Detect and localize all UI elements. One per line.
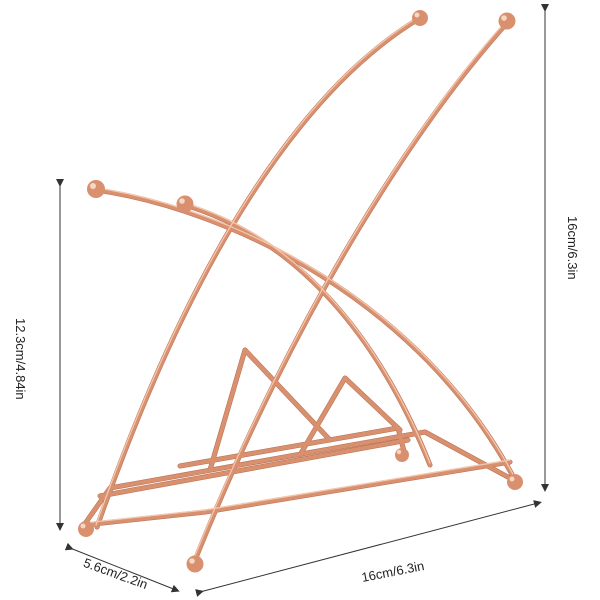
right-small-triangle <box>298 376 402 457</box>
finial-ball <box>186 555 204 573</box>
base-frame-mid <box>98 438 410 498</box>
finial-ball <box>395 448 409 462</box>
wire-stand <box>78 10 523 573</box>
dimension-lines <box>56 4 549 597</box>
finial-ball <box>78 521 94 537</box>
inner-sweeping-arc <box>183 203 432 467</box>
depth-dimension-line <box>64 542 180 593</box>
ball-finials <box>78 10 523 573</box>
finial-ball <box>412 10 428 26</box>
tall-back-arc <box>95 16 422 529</box>
base-frame-front <box>82 460 512 527</box>
base-frame-back <box>82 430 510 527</box>
height-right-label: 16cm/6.3in <box>565 216 580 280</box>
width-dimension-line <box>195 500 542 597</box>
finial-ball <box>498 12 516 30</box>
left-small-triangle <box>208 348 332 472</box>
tallest-front-arc <box>193 21 509 562</box>
finial-ball <box>176 195 194 213</box>
finial-ball <box>87 180 105 198</box>
left-sweeping-arc <box>95 188 517 482</box>
height-left-label: 12.3cm/4.84in <box>13 318 28 400</box>
finial-ball <box>507 474 523 490</box>
